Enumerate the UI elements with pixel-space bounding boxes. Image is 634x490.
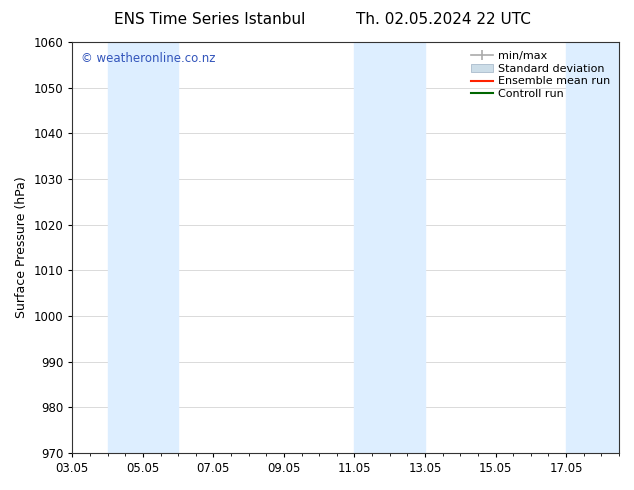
Text: © weatheronline.co.nz: © weatheronline.co.nz xyxy=(81,52,215,65)
Legend: min/max, Standard deviation, Ensemble mean run, Controll run: min/max, Standard deviation, Ensemble me… xyxy=(468,48,614,102)
Text: ENS Time Series Istanbul: ENS Time Series Istanbul xyxy=(113,12,305,27)
Y-axis label: Surface Pressure (hPa): Surface Pressure (hPa) xyxy=(15,176,28,318)
Text: Th. 02.05.2024 22 UTC: Th. 02.05.2024 22 UTC xyxy=(356,12,531,27)
Bar xyxy=(108,42,178,453)
Bar xyxy=(354,42,425,453)
Bar xyxy=(566,42,619,453)
